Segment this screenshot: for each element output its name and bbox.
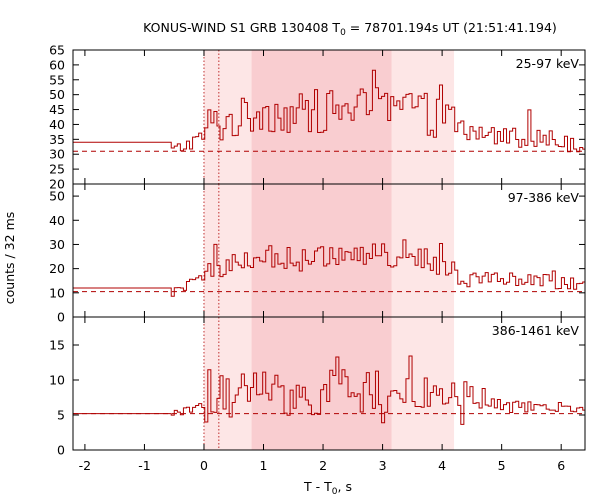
- panel-energy-label: 386-1461 keV: [492, 323, 580, 338]
- x-tick-label: -2: [79, 458, 91, 473]
- x-tick-label: -1: [138, 458, 150, 473]
- x-tick-label: 5: [498, 458, 506, 473]
- y-tick-label: 5: [57, 408, 65, 423]
- y-tick-label: 45: [49, 102, 65, 117]
- light-curve-trace: [73, 355, 585, 425]
- chart-title-main: KONUS-WIND S1 GRB 130408 T: [143, 20, 340, 35]
- y-tick-label: 20: [49, 177, 65, 192]
- y-tick-label: 10: [49, 285, 65, 300]
- panel-2: 0 10 20 30 40 50 97-386 keV: [49, 183, 586, 325]
- x-tick-label: 1: [260, 458, 268, 473]
- panel-energy-label: 25-97 keV: [516, 56, 580, 71]
- x-axis-label-main: T - T: [303, 479, 332, 494]
- y-tick-label: 0: [57, 310, 65, 325]
- y-tick-label: 65: [49, 43, 65, 58]
- chart-title-subscript: 0: [340, 28, 346, 38]
- y-tick-label: 10: [49, 373, 65, 388]
- chart-title-rest: = 78701.194s UT (21:51:41.194): [346, 20, 557, 35]
- chart-title: KONUS-WIND S1 GRB 130408 T0 = 78701.194s…: [143, 20, 557, 38]
- y-tick-label: 35: [49, 132, 65, 147]
- x-axis-label-rest: , s: [338, 479, 352, 494]
- x-tick-label: 6: [557, 458, 565, 473]
- x-tick-label: 0: [200, 458, 208, 473]
- y-tick-label: 20: [49, 261, 65, 276]
- light-curve-trace: [73, 239, 585, 297]
- panel-3: 0 5 10 15 386-1461 keV: [49, 316, 586, 458]
- light-curve-trace: [73, 69, 585, 153]
- y-axis-label: counts / 32 ms: [2, 212, 17, 305]
- x-tick-label: 3: [379, 458, 387, 473]
- shade-interval-dark: [251, 317, 392, 450]
- y-tick-label: 60: [49, 57, 65, 72]
- panel-frame: [72, 316, 586, 451]
- y-tick-label: 40: [49, 117, 65, 132]
- panel-energy-label: 97-386 keV: [508, 190, 580, 205]
- y-tick-label: 40: [49, 213, 65, 228]
- y-tick-label: 50: [49, 87, 65, 102]
- shade-interval-dark: [251, 184, 392, 317]
- x-tick-label: 2: [319, 458, 327, 473]
- y-tick-label: 25: [49, 162, 65, 177]
- x-axis-label-subscript: 0: [332, 487, 338, 497]
- x-axis-label: T - T0, s: [303, 479, 352, 497]
- y-tick-label: 30: [49, 237, 65, 252]
- y-tick-label: 0: [57, 443, 65, 458]
- shade-interval-dark: [251, 50, 392, 184]
- y-tick-label: 55: [49, 72, 65, 87]
- x-tick-label: 4: [438, 458, 446, 473]
- y-tick-label: 50: [49, 189, 65, 204]
- y-tick-label: 30: [49, 147, 65, 162]
- y-tick-label: 15: [49, 338, 65, 353]
